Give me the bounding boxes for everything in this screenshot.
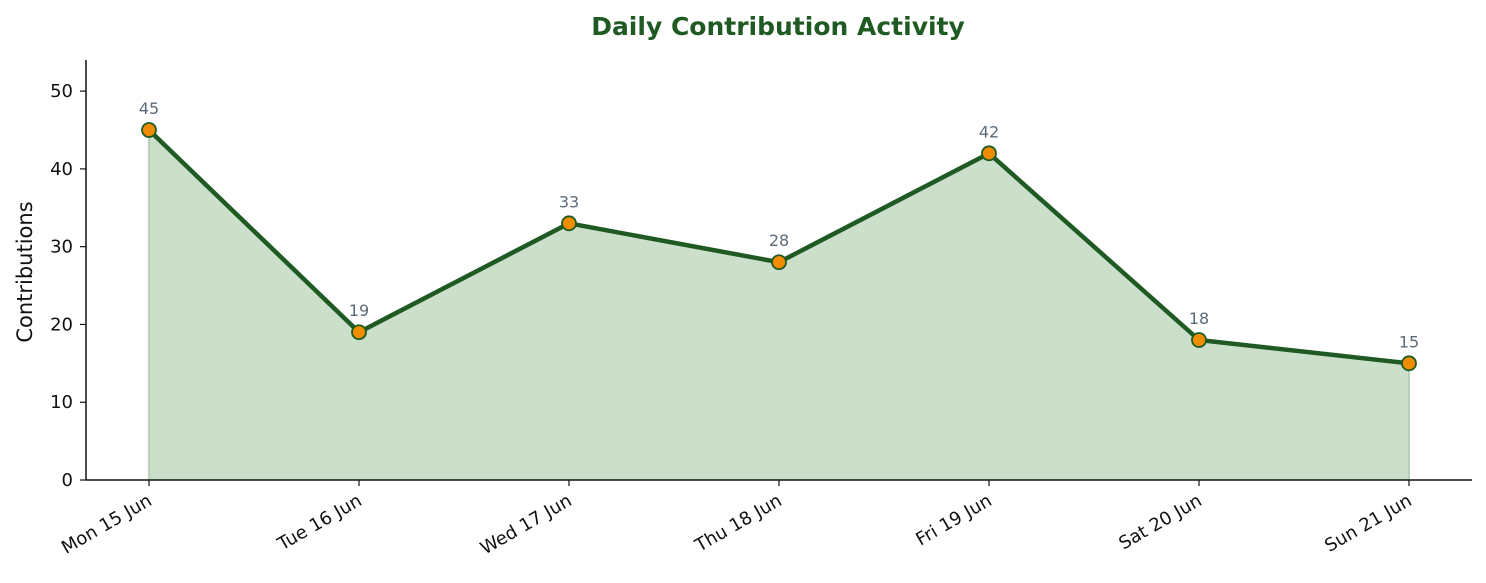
y-tick-label: 20 [50,314,73,335]
markers [141,122,1417,372]
data-label: 15 [1399,332,1419,351]
area-fill [149,130,1409,480]
x-tick-label: Wed 17 Jun [477,490,576,559]
data-label: 33 [559,192,579,211]
data-label: 42 [979,122,999,141]
data-label: 19 [349,301,369,320]
y-axis-label: Contributions [13,201,37,342]
x-tick-label: Sat 20 Jun [1115,490,1205,554]
data-point [981,145,997,162]
x-tick-label: Thu 18 Jun [691,490,786,557]
x-tick-label: Tue 16 Jun [273,490,365,555]
y-tick-label: 30 [50,237,73,258]
x-ticks: Mon 15 Jun Tue 16 Jun Wed 17 Jun Thu 18 Jun… [58,480,1416,559]
y-tick-label: 0 [62,470,73,491]
data-labels: 45 19 33 28 42 18 15 [139,99,1419,351]
data-point [1191,332,1207,348]
y-tick-label: 10 [50,392,73,413]
x-tick-label: Fri 19 Jun [912,490,995,550]
chart-title: Daily Contribution Activity [591,12,965,41]
data-point [1401,355,1417,372]
data-point [351,324,367,341]
data-point [771,254,787,271]
x-tick-label: Sun 21 Jun [1321,490,1415,557]
x-tick-label: Mon 15 Jun [58,490,155,558]
data-label: 28 [769,231,789,250]
data-point [141,122,157,138]
data-label: 45 [139,99,159,118]
data-point [561,215,577,232]
y-tick-label: 40 [50,159,73,180]
y-ticks: 0 10 20 30 40 50 [50,81,86,491]
area-layer [148,130,1410,480]
data-label: 18 [1189,309,1209,328]
y-tick-label: 50 [50,81,73,102]
